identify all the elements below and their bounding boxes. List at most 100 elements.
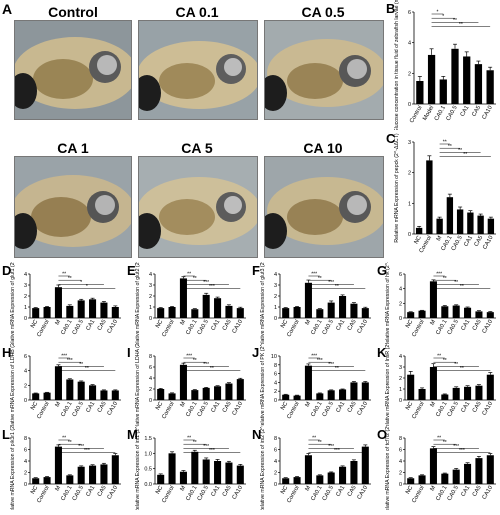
y-axis-label: Relative mRNA Expression of pepck (2^-ΔΔ… bbox=[394, 133, 400, 242]
significance-marker: ** bbox=[443, 276, 447, 282]
y-tick-label: 1 bbox=[399, 387, 402, 393]
bar bbox=[77, 381, 85, 400]
significance-marker: ** bbox=[454, 362, 458, 368]
x-tick-label: NC bbox=[280, 319, 289, 329]
bar bbox=[191, 309, 199, 318]
bar bbox=[361, 382, 369, 400]
y-tick-label: 4 bbox=[24, 459, 27, 465]
y-tick-label: 8 bbox=[149, 354, 152, 360]
bar bbox=[487, 218, 495, 234]
bar bbox=[486, 312, 494, 318]
bar bbox=[350, 303, 358, 318]
x-tick-label: CA1 bbox=[85, 319, 96, 332]
x-tick-label: CA5 bbox=[472, 319, 483, 332]
significance-marker: ** bbox=[210, 366, 214, 372]
bar bbox=[463, 56, 471, 104]
bar bbox=[446, 197, 454, 234]
image-title-control: Control bbox=[48, 4, 98, 20]
bar bbox=[179, 364, 187, 400]
bar bbox=[416, 81, 424, 104]
panel-label-K: K bbox=[377, 345, 387, 360]
bar bbox=[282, 478, 290, 484]
bar bbox=[179, 278, 187, 318]
bar bbox=[464, 307, 472, 318]
y-tick-label: 2 bbox=[399, 301, 402, 307]
y-tick-label: 1.5 bbox=[144, 436, 152, 442]
y-tick-label: 1.0 bbox=[144, 451, 152, 457]
significance-marker: *** bbox=[209, 448, 215, 454]
y-axis-label: Relative mRNA Expression of LDHB (2^-ΔΔC… bbox=[10, 344, 16, 426]
y-tick-label: 0 bbox=[408, 102, 411, 108]
x-tick-label: CA0.5 bbox=[72, 485, 85, 502]
significance-marker: *** bbox=[67, 358, 73, 364]
x-tick-label: CA5 bbox=[347, 485, 358, 498]
image-title-ca01: CA 0.1 bbox=[175, 4, 219, 20]
image-title-ca5: CA 5 bbox=[181, 140, 213, 156]
significance-marker: ** bbox=[453, 18, 457, 24]
y-axis-label: Relative mRNA Expression of irs1 (2^-ΔΔC… bbox=[135, 426, 141, 510]
y-tick-label: 6 bbox=[24, 448, 27, 454]
x-tick-label: CA5 bbox=[222, 319, 233, 332]
x-tick-label: M bbox=[305, 319, 313, 326]
y-tick-label: 0 bbox=[399, 398, 402, 404]
significance-marker: *** bbox=[334, 448, 340, 454]
y-tick-label: 2 bbox=[149, 294, 152, 300]
bar bbox=[214, 298, 222, 318]
image-title-ca05: CA 0.5 bbox=[301, 4, 345, 20]
bar bbox=[486, 455, 494, 484]
bar bbox=[339, 389, 347, 400]
y-tick-label: 2 bbox=[399, 376, 402, 382]
bar bbox=[452, 387, 460, 400]
panel-label-J: J bbox=[252, 345, 259, 360]
chart-panel-H: H Relative mRNA Expression of LDHB (2^-ΔΔ… bbox=[0, 323, 125, 433]
x-tick-label: CA0.5 bbox=[322, 319, 335, 336]
bar bbox=[436, 218, 443, 234]
bar bbox=[350, 461, 358, 484]
significance-marker: ** bbox=[437, 436, 441, 442]
bar bbox=[293, 395, 301, 400]
significance-marker: ** bbox=[193, 358, 197, 364]
bar bbox=[191, 451, 199, 484]
bar bbox=[236, 465, 244, 484]
bar bbox=[464, 463, 472, 484]
image-title-ca10: CA 10 bbox=[303, 140, 343, 156]
bar bbox=[32, 393, 40, 400]
significance-marker: *** bbox=[203, 444, 209, 450]
y-tick-label: 1 bbox=[408, 201, 411, 207]
bar bbox=[327, 390, 335, 400]
y-axis-label: Relative mRNA Expression of PK (2^-ΔΔCT) bbox=[260, 344, 266, 426]
x-tick-label: CA10 bbox=[357, 401, 369, 417]
bar bbox=[339, 296, 347, 318]
panel-label-O: O bbox=[377, 427, 387, 442]
y-axis-label: Relative mRNA Expression of LDHA (2^-ΔΔC… bbox=[135, 344, 141, 426]
bar bbox=[179, 471, 187, 484]
significance-marker: *** bbox=[453, 444, 459, 450]
x-tick-label: Control bbox=[409, 105, 424, 124]
x-tick-label: CA5 bbox=[347, 319, 358, 332]
significance-marker: *** bbox=[459, 448, 465, 454]
bar bbox=[429, 281, 437, 318]
bar bbox=[350, 382, 358, 400]
bar bbox=[452, 469, 460, 484]
bar bbox=[214, 386, 222, 400]
bar bbox=[339, 466, 347, 484]
chart-panel-G: G Relative mRNA Expression of hk (2^-ΔΔCT… bbox=[375, 245, 500, 346]
x-tick-label: CA10 bbox=[357, 319, 369, 335]
x-tick-label: CA5 bbox=[472, 485, 483, 498]
significance-marker: *** bbox=[311, 354, 317, 360]
y-tick-label: 2 bbox=[274, 294, 277, 300]
bar bbox=[429, 367, 437, 400]
y-tick-label: 6 bbox=[149, 365, 152, 371]
x-tick-label: M bbox=[55, 401, 63, 408]
significance-marker: ** bbox=[85, 366, 89, 372]
significance-marker: ** bbox=[335, 284, 339, 290]
bar bbox=[441, 473, 449, 484]
image-title-ca1: CA 1 bbox=[57, 140, 89, 156]
x-tick-label: CA10 bbox=[482, 485, 494, 501]
chart-svg-F: F Relative mRNA Expression of glut3 (2^-Δ… bbox=[252, 242, 371, 349]
x-tick-label: CA5 bbox=[347, 401, 358, 414]
chart-panel-J: J Relative mRNA Expression of PK (2^-ΔΔCT… bbox=[250, 327, 375, 429]
bar bbox=[100, 390, 108, 400]
significance-marker: ** bbox=[460, 366, 464, 372]
